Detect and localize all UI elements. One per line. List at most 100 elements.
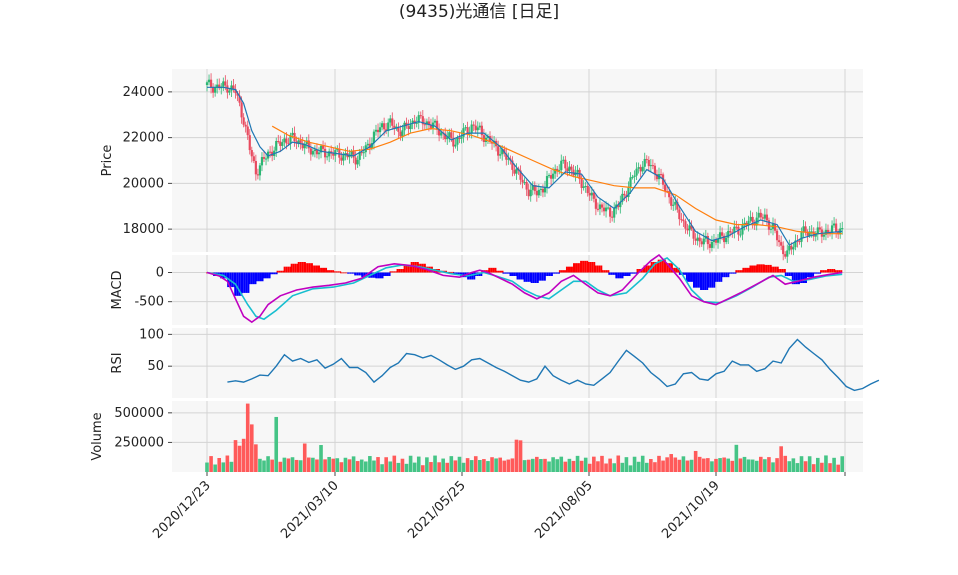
macd-hist-bar [734,272,737,274]
macd-hist-bar [716,272,719,282]
volume-bar [547,461,551,472]
macd-hist-bar [398,269,401,273]
volume-bar [249,424,254,472]
candle-body [332,153,335,156]
candle-body [826,229,830,233]
volume-bar [730,460,735,472]
volume-bar [787,461,792,472]
candle-body [788,245,791,251]
macd-hist-bar [550,272,553,276]
macd-hist-bar [259,272,262,282]
macd-hist-bar [276,270,279,273]
volume-bar [771,462,775,472]
macd-hist-bar [812,272,815,274]
volume-bar [213,464,217,472]
macd-hist-bar [471,272,474,280]
candle-body [470,124,473,133]
macd-hist-bar [311,265,314,273]
candle-body [763,214,766,219]
candle-body [269,151,272,153]
candle-body [454,144,457,147]
candle-body [718,232,722,239]
candle-body [279,141,282,146]
macd-hist-bar [727,272,730,278]
macd-hist-bar [824,270,827,273]
candle-body [775,230,779,241]
macd-hist-bar [788,272,791,276]
macd-hist-bar [728,272,731,274]
candle-body [659,174,663,176]
candle-body [387,122,390,132]
candle-body [385,129,388,132]
macd-hist-bar [525,272,528,282]
macd-hist-bar [636,269,639,273]
volume-bar [669,454,674,472]
candle-body [568,166,571,172]
macd-hist-bar [812,272,815,278]
volume-bar [396,462,401,472]
volume-bar [225,455,230,472]
volume-bar [673,457,678,472]
volume-bar [763,459,767,472]
macd-hist-bar [269,272,272,275]
macd-hist-bar [580,260,583,273]
candle-body [637,167,640,169]
macd-hist-bar [659,259,662,273]
macd-hist-bar [450,271,453,273]
volume-bar [596,461,600,472]
candle-body [350,151,353,155]
volume-bar [632,456,637,472]
macd-hist-bar [820,270,823,273]
macd-hist-bar [557,272,560,274]
candle-body [619,201,622,208]
macd-hist-bar [245,272,248,293]
candle-body [507,158,510,160]
candle-body [389,118,392,123]
candle-body [354,157,357,165]
macd-hist-bar [292,263,295,273]
y-tick-label-macd: 0 [156,266,164,281]
candle-body [690,225,693,229]
macd-hist-bar [495,270,498,273]
candle-body [784,254,787,257]
volume-bar [530,458,535,472]
candle-body [706,235,709,245]
volume-bar [237,445,242,472]
candle-body [841,228,844,230]
candle-body [761,217,764,219]
volume-bar [355,461,360,472]
candle-body [751,216,754,223]
volume-bar [726,458,731,472]
macd-hist-bar [382,272,385,276]
candle-body [832,223,836,226]
volume-bar [461,462,466,472]
volume-bar [526,459,531,472]
candle-body [729,230,732,233]
macd-hist-bar [786,272,789,276]
candle-body [606,207,610,209]
volume-bar [677,459,682,472]
candle-body [810,231,813,233]
candle-body [250,150,253,157]
candle-body [714,239,718,243]
candle-body [631,176,634,178]
macd-hist-bar [800,272,803,283]
candle-body [383,123,386,130]
macd-hist-bar [555,272,558,274]
volume-bar [331,458,336,472]
candle-body [438,129,441,136]
macd-hist-bar [248,272,251,285]
volume-bar [404,463,409,472]
candle-body [753,222,756,226]
macd-hist-bar [605,270,608,273]
volume-bar [494,458,498,472]
candle-body [694,238,697,241]
volume-bar [302,443,307,472]
volume-bar [840,456,845,472]
rsi-line [227,338,880,392]
candle-body [639,167,642,172]
macd-hist-bar [685,272,688,282]
volume-bar [294,459,299,472]
candle-body [244,124,247,127]
volume-bar [229,461,234,472]
